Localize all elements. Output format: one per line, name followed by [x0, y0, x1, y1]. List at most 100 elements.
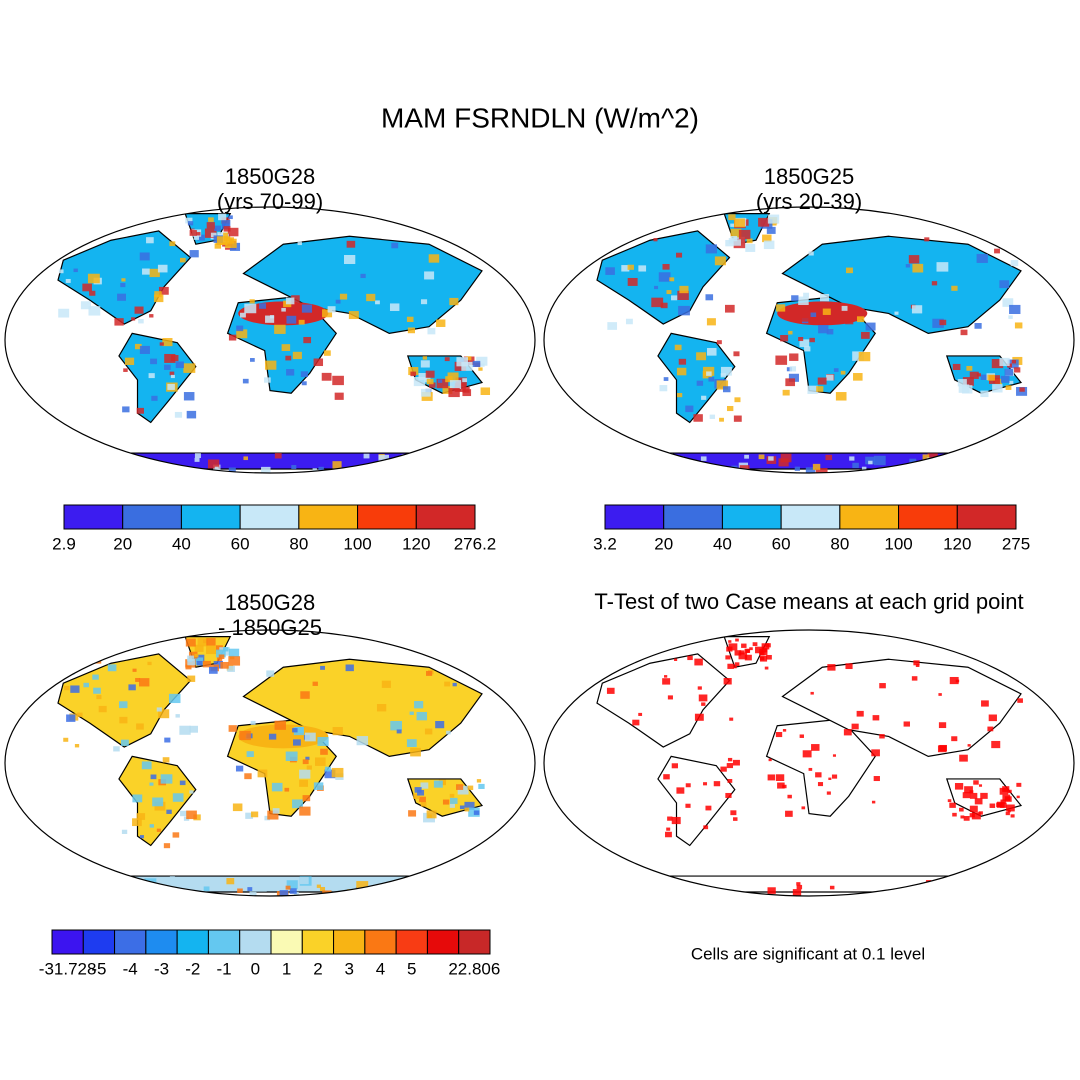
grid-cell — [257, 769, 268, 778]
grid-cell — [950, 456, 959, 463]
grid-cell — [728, 640, 732, 643]
grid-cell — [285, 751, 298, 762]
grid-cell — [162, 757, 170, 763]
grid-cell — [980, 390, 989, 398]
grid-cell — [816, 386, 824, 392]
grid-cell — [778, 458, 789, 467]
grid-cell — [189, 230, 197, 236]
colorbar-label: 40 — [713, 534, 732, 553]
grid-cell — [739, 650, 745, 655]
grid-cell — [124, 357, 135, 365]
grid-cell — [136, 723, 144, 730]
continent — [110, 452, 418, 470]
grid-cell — [768, 456, 774, 461]
grid-cell — [98, 705, 107, 713]
grid-cell — [798, 296, 809, 306]
grid-cell — [785, 378, 796, 387]
grid-cell — [207, 459, 220, 469]
grid-cell — [143, 881, 151, 888]
grid-cell — [194, 457, 200, 462]
grid-cell — [738, 652, 748, 660]
grid-cell — [951, 285, 958, 291]
colorbar-label: 100 — [343, 534, 371, 553]
grid-cell — [389, 303, 400, 312]
grid-cell — [151, 395, 158, 401]
grid-cell — [913, 660, 920, 666]
panel-title: (yrs 70-99) — [217, 189, 323, 214]
grid-cell — [654, 285, 659, 290]
grid-cell — [730, 810, 737, 816]
colorbar-box — [458, 929, 491, 955]
grid-cell — [799, 339, 810, 348]
grid-cell — [424, 271, 435, 280]
grid-cell — [996, 802, 1003, 808]
grid-cell — [722, 386, 731, 393]
grid-cell — [1013, 367, 1021, 373]
grid-cell — [148, 373, 155, 379]
colorbar-label: 2 — [313, 959, 322, 978]
grid-cell — [879, 683, 886, 689]
grid-cell — [687, 655, 693, 661]
grid-cell — [931, 281, 938, 286]
colorbar-label: -2 — [185, 959, 200, 978]
grid-cell — [163, 843, 171, 849]
continent — [57, 653, 192, 748]
colorbar-box — [780, 504, 841, 530]
grid-cell — [713, 781, 721, 787]
grid-cell — [978, 811, 983, 815]
grid-cell — [949, 802, 956, 808]
grid-cell — [153, 294, 164, 303]
colorbar-box — [207, 929, 241, 955]
grid-cell — [789, 306, 798, 313]
grid-cell — [164, 364, 171, 370]
grid-cell — [390, 720, 402, 731]
grid-cell — [265, 315, 275, 323]
grid-cell — [938, 722, 947, 729]
grid-cell — [194, 453, 201, 459]
grid-cell — [1009, 304, 1021, 315]
grid-cell — [187, 655, 194, 661]
grid-cell — [272, 808, 280, 814]
grid-cell — [216, 657, 223, 662]
grid-cell — [856, 710, 864, 717]
grid-cell — [66, 714, 76, 722]
grid-cell — [382, 463, 392, 472]
grid-cell — [135, 677, 141, 682]
grid-cell — [425, 370, 435, 378]
grid-cell — [422, 356, 428, 360]
grid-cell — [242, 378, 249, 384]
grid-cell — [396, 891, 407, 896]
grid-cell — [663, 377, 669, 381]
grid-cell — [674, 658, 678, 661]
grid-cell — [912, 263, 924, 273]
grid-cell — [865, 322, 876, 331]
grid-cell — [734, 397, 741, 403]
colorbar-label: 60 — [772, 534, 791, 553]
grid-cell — [936, 882, 942, 887]
grid-cell — [817, 782, 824, 787]
grid-cell — [818, 324, 829, 334]
map — [544, 207, 1074, 473]
colorbar-box — [270, 929, 303, 955]
grid-cell — [894, 311, 899, 315]
grid-cell — [286, 369, 295, 376]
grid-cell — [457, 785, 469, 795]
grid-cell — [676, 367, 687, 376]
grid-cell — [356, 736, 369, 746]
grid-cell — [175, 714, 180, 718]
grid-cell — [656, 458, 666, 466]
grid-cell — [472, 360, 481, 367]
grid-cell — [951, 462, 960, 470]
grid-cell — [924, 237, 930, 242]
grid-cell — [164, 737, 171, 743]
grid-cell — [724, 304, 735, 313]
grid-cell — [381, 680, 391, 688]
grid-cell — [187, 675, 196, 682]
grid-cell — [829, 885, 835, 890]
grid-cell — [456, 784, 464, 790]
grid-cell — [409, 711, 414, 715]
grid-cell — [831, 774, 838, 779]
grid-cell — [745, 244, 756, 252]
map — [544, 630, 1074, 896]
grid-cell — [811, 744, 820, 751]
